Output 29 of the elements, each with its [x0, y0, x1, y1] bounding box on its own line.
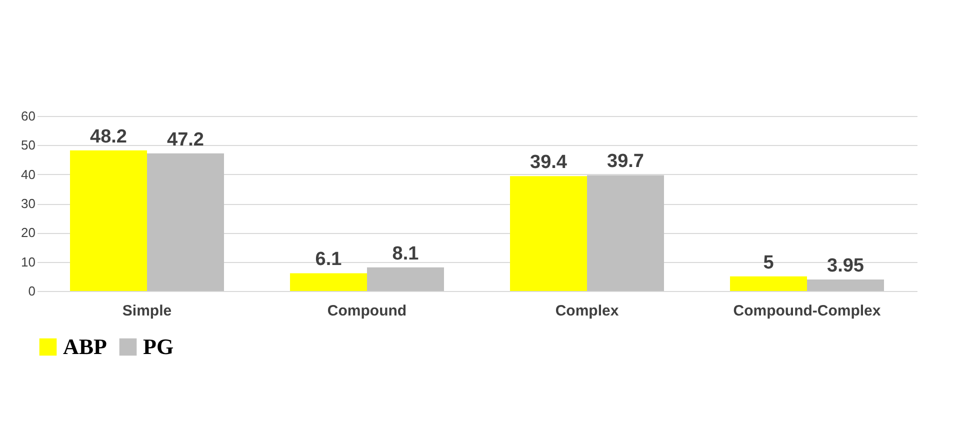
y-tick-label: 40	[21, 166, 36, 182]
x-tick-label: Simple	[122, 302, 172, 320]
x-tick-label: Compound	[327, 302, 407, 320]
bar	[147, 153, 224, 291]
bar	[290, 273, 367, 291]
bar	[510, 176, 587, 291]
data-label: 8.1	[392, 243, 420, 264]
x-tick-label: Complex	[555, 302, 620, 320]
data-label: 5	[763, 252, 774, 274]
bar	[367, 267, 444, 291]
bar	[807, 279, 884, 291]
legend-label: PG	[143, 334, 174, 359]
y-tick-label: 20	[21, 225, 36, 240]
legend-label: ABP	[63, 334, 107, 359]
bar	[730, 276, 807, 291]
data-label: 39.4	[530, 152, 568, 174]
data-label: 48.2	[90, 126, 127, 148]
y-tick-label: 60	[21, 108, 36, 124]
y-tick-label: 50	[21, 138, 36, 153]
y-tick-label: 10	[21, 254, 36, 270]
data-label: 47.2	[167, 129, 204, 150]
y-tick-label: 0	[28, 284, 36, 298]
data-label: 39.7	[607, 151, 644, 172]
y-tick-label: 30	[21, 196, 36, 211]
x-tick-label: Compound-Complex	[733, 302, 882, 320]
data-label: 3.95	[827, 255, 864, 276]
data-label: 6.1	[315, 249, 342, 270]
bar	[70, 150, 147, 291]
bar	[587, 175, 664, 291]
